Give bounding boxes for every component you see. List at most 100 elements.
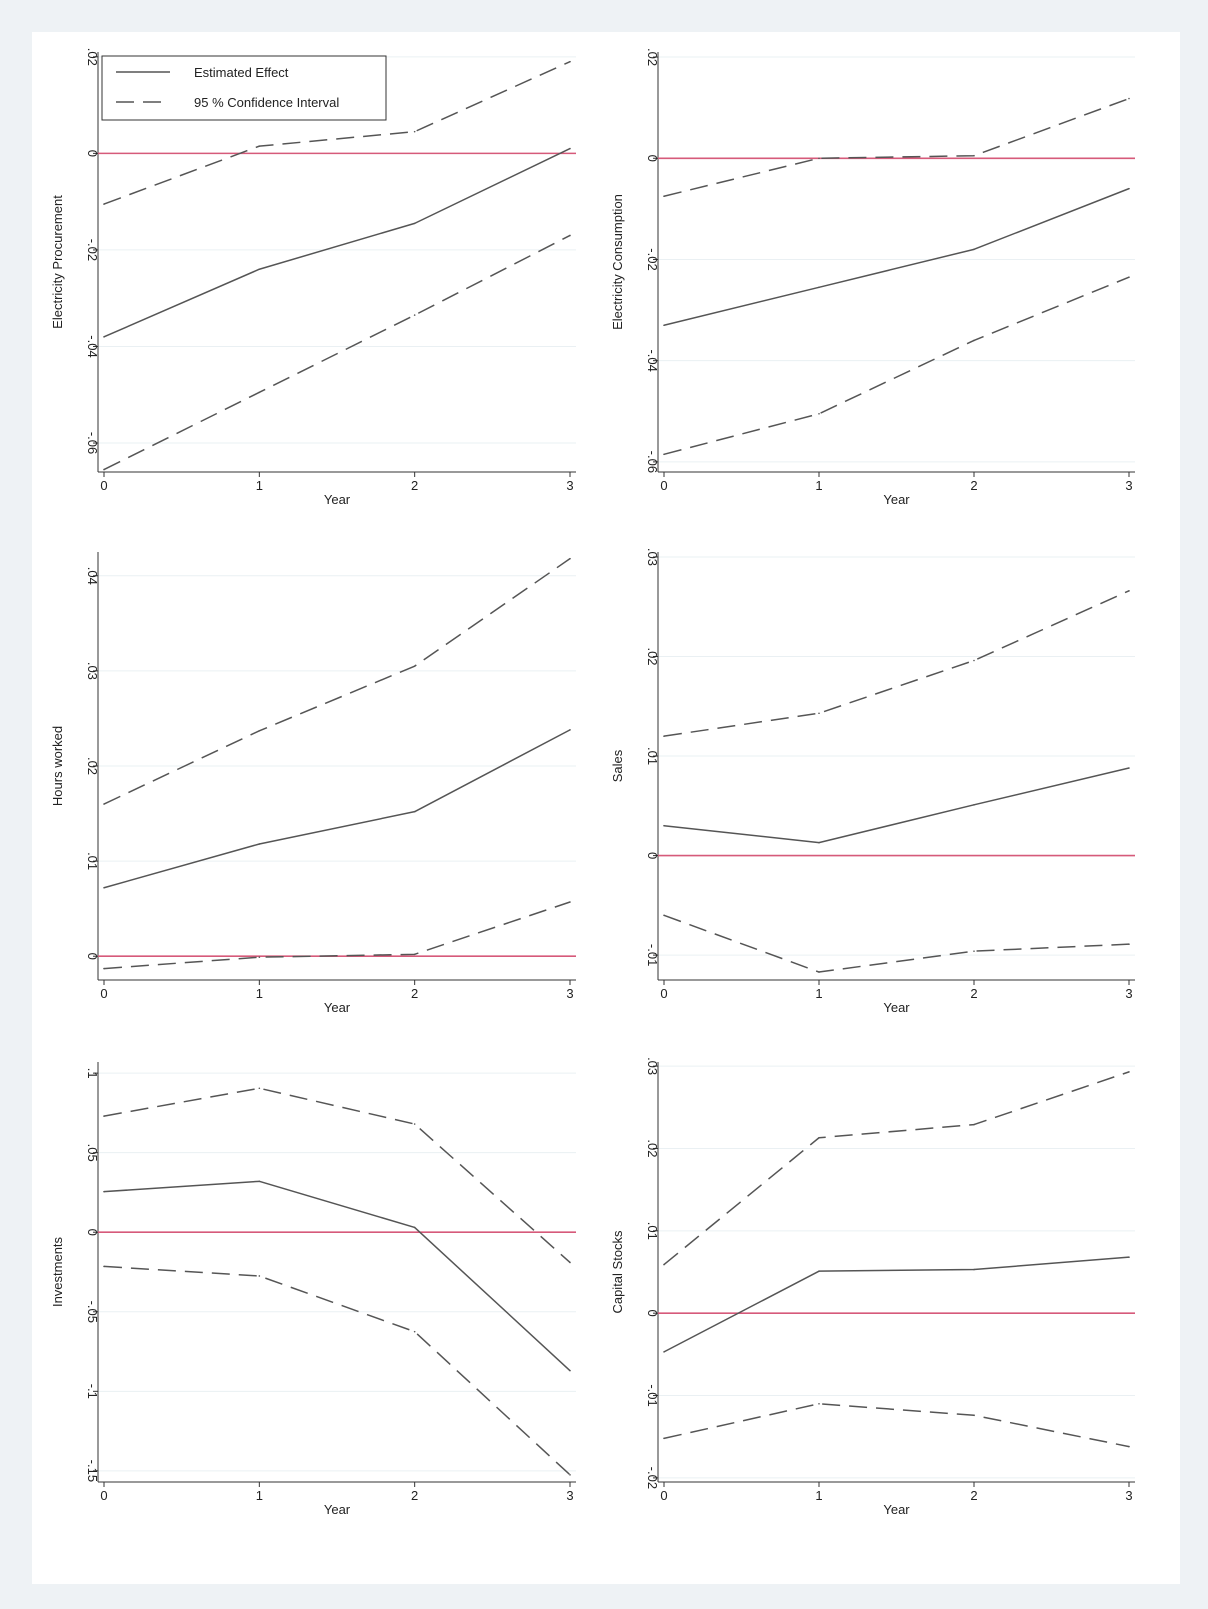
x-tick-label: 2 xyxy=(411,478,418,493)
y-tick-label: -.04 xyxy=(645,349,660,371)
data-point xyxy=(1128,767,1130,769)
data-point xyxy=(569,1369,571,1372)
data-point xyxy=(1128,1445,1130,1448)
y-tick-label: -.01 xyxy=(645,1384,660,1406)
data-point xyxy=(663,824,665,827)
x-tick-label: 3 xyxy=(566,1488,573,1503)
data-point xyxy=(818,1402,820,1405)
x-tick-label: 3 xyxy=(1125,1488,1132,1503)
x-tick-label: 3 xyxy=(566,478,573,493)
chart-panel-5: -.15 -.1 -.05 0 .05 .1 0 1 2 3 Year Investments xyxy=(50,1062,576,1517)
x-tick-label: 1 xyxy=(256,986,263,1001)
data-point xyxy=(973,804,975,806)
y-axis-title: Investments xyxy=(50,1236,65,1307)
data-point xyxy=(1128,1071,1130,1073)
estimated-effect-line xyxy=(663,1256,1130,1353)
data-point xyxy=(663,1351,665,1353)
data-point xyxy=(973,248,975,251)
x-tick-label: 2 xyxy=(411,1488,418,1503)
data-point xyxy=(1128,1256,1130,1258)
y-tick-label: .01 xyxy=(85,852,100,870)
y-tick-label: .05 xyxy=(85,1144,100,1162)
y-tick-label: .02 xyxy=(645,48,660,66)
data-point xyxy=(1128,590,1130,592)
data-point xyxy=(103,1190,105,1193)
data-point xyxy=(973,1268,975,1271)
y-tick-label: 0 xyxy=(85,1229,100,1236)
legend-estimated-label: Estimated Effect xyxy=(194,65,289,80)
y-tick-label: -.15 xyxy=(85,1460,100,1482)
x-tick-label: 0 xyxy=(100,986,107,1001)
y-tick-label: -.02 xyxy=(645,1467,660,1489)
estimated-effect-line xyxy=(663,187,1130,326)
data-point xyxy=(413,665,416,667)
y-tick-label: -.06 xyxy=(85,432,100,454)
confidence-interval-line xyxy=(103,901,571,970)
data-point xyxy=(818,1136,820,1139)
data-point xyxy=(103,468,105,471)
y-tick-label: 0 xyxy=(645,155,660,162)
y-axis-title: Sales xyxy=(610,749,625,782)
data-point xyxy=(818,286,820,289)
confidence-interval-line xyxy=(663,590,1130,737)
chart-panel-2: -.06 -.04 -.02 0 .02 0 1 2 3 Year Electricity Cons… xyxy=(610,48,1135,507)
data-point xyxy=(818,841,820,844)
y-tick-label: 0 xyxy=(645,1310,660,1317)
data-point xyxy=(413,222,416,225)
y-tick-label: .03 xyxy=(85,662,100,680)
confidence-interval-line xyxy=(663,276,1130,456)
data-point xyxy=(569,729,571,731)
x-tick-label: 0 xyxy=(660,1488,667,1503)
legend-ci-label: 95 % Confidence Interval xyxy=(194,95,339,110)
x-tick-label: 0 xyxy=(660,478,667,493)
data-point xyxy=(258,1275,261,1277)
data-point xyxy=(413,130,416,133)
data-point xyxy=(258,145,261,147)
confidence-interval-line xyxy=(663,1071,1130,1266)
data-point xyxy=(258,843,261,845)
y-tick-label: -.06 xyxy=(645,451,660,473)
data-point xyxy=(818,1270,820,1272)
x-axis-title: Year xyxy=(883,1000,910,1015)
x-tick-label: 2 xyxy=(970,1488,977,1503)
data-point xyxy=(413,810,416,813)
x-tick-label: 3 xyxy=(1125,986,1132,1001)
estimated-effect-line xyxy=(103,1180,571,1372)
data-point xyxy=(973,1414,975,1417)
data-point xyxy=(663,735,665,737)
data-point xyxy=(413,1123,416,1125)
x-tick-label: 1 xyxy=(815,1488,822,1503)
chart-panel-6: -.02 -.01 0 .01 .02 .03 0 1 2 3 Year Capital Stocks xyxy=(610,1057,1135,1517)
x-tick-label: 3 xyxy=(1125,478,1132,493)
x-axis-title: Year xyxy=(324,1502,351,1517)
data-point xyxy=(103,203,105,205)
confidence-interval-line xyxy=(103,558,571,805)
x-axis-title: Year xyxy=(883,492,910,507)
data-point xyxy=(103,803,105,805)
data-point xyxy=(569,1261,571,1264)
x-tick-label: 0 xyxy=(100,478,107,493)
confidence-interval-line xyxy=(103,1087,571,1264)
data-point xyxy=(1128,187,1130,190)
y-tick-label: -.01 xyxy=(645,944,660,966)
x-tick-label: 1 xyxy=(256,1488,263,1503)
data-point xyxy=(413,314,416,316)
data-point xyxy=(1128,276,1130,278)
data-point xyxy=(569,234,571,237)
y-tick-label: 0 xyxy=(85,953,100,960)
data-point xyxy=(258,1087,261,1090)
data-point xyxy=(413,1330,416,1333)
data-point xyxy=(1128,97,1130,100)
data-point xyxy=(103,967,105,970)
data-point xyxy=(258,1180,261,1183)
data-point xyxy=(413,1226,416,1229)
x-tick-label: 2 xyxy=(970,478,977,493)
chart-panel-3: 0 .01 .02 .03 .04 0 1 2 3 Year Hours worked xyxy=(50,552,576,1015)
figure-panel: -.06 -.04 -.02 0.02 0 1 2 3 Year Electricity Proc… xyxy=(32,32,1180,1584)
data-point xyxy=(258,956,261,958)
x-tick-label: 2 xyxy=(970,986,977,1001)
x-tick-label: 3 xyxy=(566,986,573,1001)
y-tick-label: -.02 xyxy=(645,248,660,270)
y-tick-label: .03 xyxy=(645,548,660,566)
